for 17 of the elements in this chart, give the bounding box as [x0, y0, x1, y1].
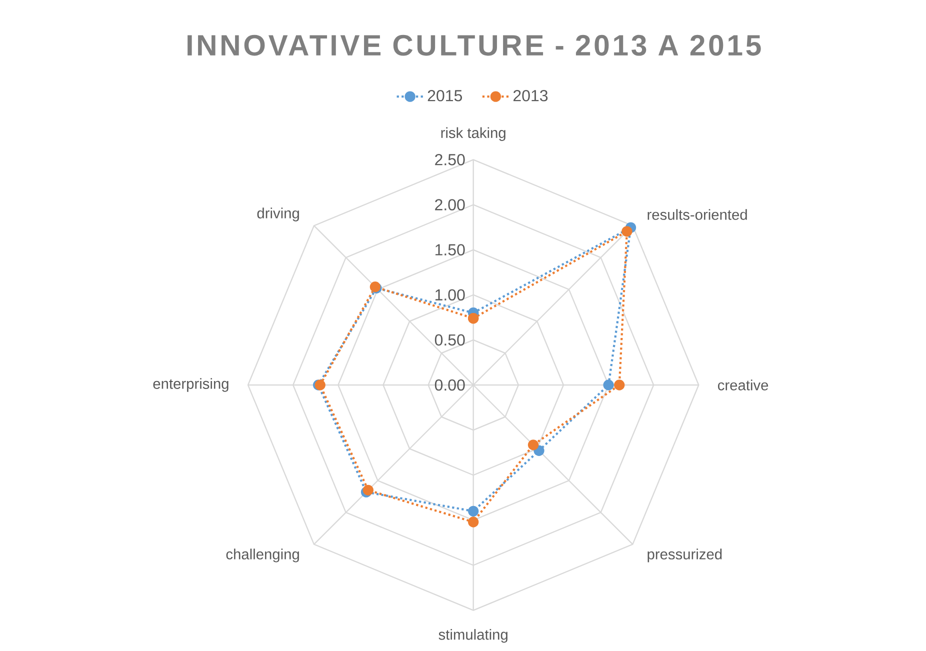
y-tick-label: 1.00: [435, 289, 465, 301]
legend-label: 2013: [513, 90, 548, 102]
chart-title: INNOVATIVE CULTURE - 2013 A 2015: [188, 34, 761, 56]
spoke-label: creative: [718, 380, 768, 390]
legend-label: 2015: [428, 90, 462, 102]
y-tick-label: 2.00: [435, 199, 465, 210]
spoke-label: pressurized: [648, 548, 722, 562]
spoke-label: risk taking: [441, 127, 506, 141]
y-tick-label: 2.50: [435, 154, 465, 166]
spoke-label: results-oriented: [648, 209, 747, 220]
y-tick-label: 0.50: [434, 334, 465, 346]
spoke-label: driving: [257, 208, 299, 222]
spoke-label: enterprising: [153, 378, 228, 392]
y-tick-label: 1.50: [435, 244, 465, 256]
y-tick-label: 0.00: [434, 379, 465, 391]
spoke-label: stimulating: [438, 629, 508, 643]
spoke-label: challenging: [226, 548, 299, 562]
